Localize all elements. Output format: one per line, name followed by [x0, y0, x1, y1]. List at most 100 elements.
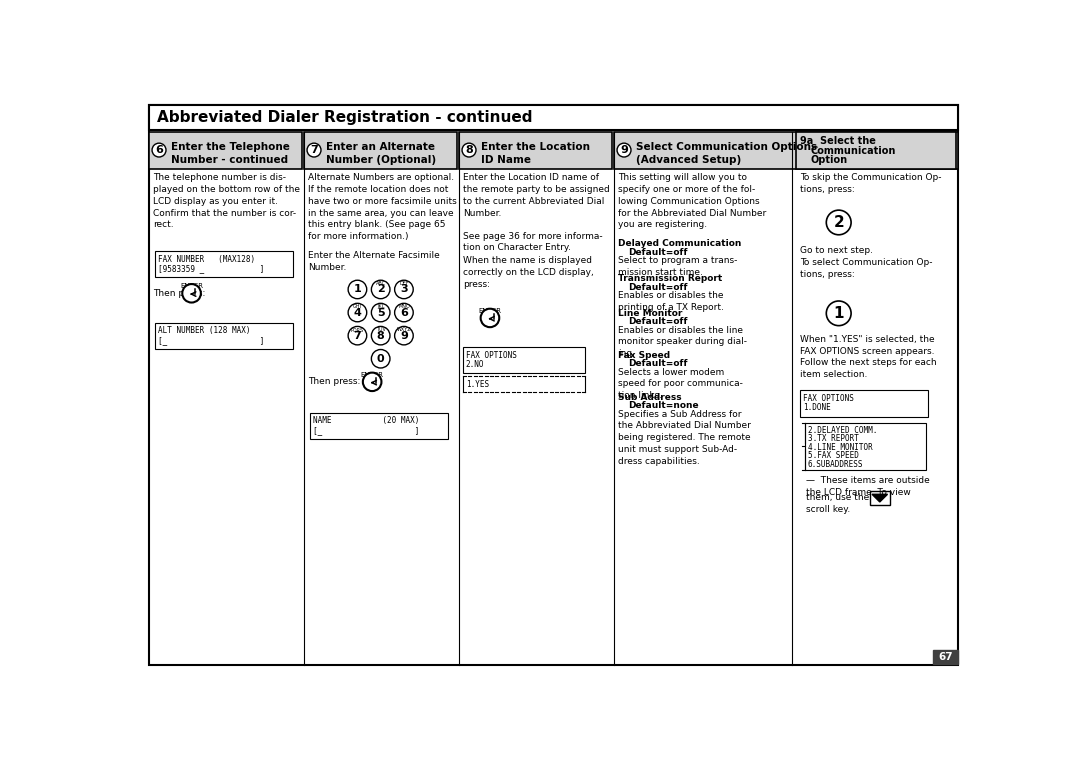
Text: Default=off: Default=off	[627, 317, 687, 326]
Bar	[459, 131, 612, 169]
Text: ID Name: ID Name	[481, 155, 530, 165]
Text: Default=off: Default=off	[627, 248, 687, 257]
Text: 6: 6	[400, 307, 408, 317]
Bar	[613, 131, 958, 169]
Text: WXYZ: WXYZ	[396, 327, 411, 332]
Text: This setting will allow you to
specify one or more of the fol-
lowing Communicat: This setting will allow you to specify o…	[618, 173, 766, 230]
Text: 9: 9	[400, 330, 408, 340]
Text: FAX OPTIONS: FAX OPTIONS	[804, 394, 854, 403]
Bar	[924, 131, 958, 665]
Bar	[156, 323, 293, 349]
Text: PQRS: PQRS	[351, 327, 364, 332]
Text: 67: 67	[939, 652, 953, 662]
Text: ENTER: ENTER	[478, 308, 501, 314]
Text: ENTER: ENTER	[180, 283, 203, 289]
Text: DEF: DEF	[400, 281, 408, 286]
Text: 2: 2	[834, 215, 845, 230]
Circle shape	[372, 304, 390, 322]
Text: 6: 6	[156, 145, 163, 155]
Text: Select Communication Options: Select Communication Options	[636, 142, 816, 152]
Text: 1: 1	[353, 285, 362, 295]
Text: Sub Address: Sub Address	[618, 393, 681, 401]
Text: JKL: JKL	[377, 304, 384, 309]
Bar	[800, 391, 928, 417]
Text: Option: Option	[810, 156, 847, 166]
Text: See page 36 for more informa-
tion on Character Entry.: See page 36 for more informa- tion on Ch…	[463, 232, 603, 253]
Text: Selects a lower modem
speed for poor communica-
tion links.: Selects a lower modem speed for poor com…	[618, 368, 743, 401]
Text: 8: 8	[465, 145, 473, 155]
Circle shape	[617, 143, 631, 157]
Text: When "1.YES" is selected, the
FAX OPTIONS screen appears.
Follow the next steps : When "1.YES" is selected, the FAX OPTION…	[800, 335, 936, 379]
Circle shape	[394, 280, 414, 298]
Text: 3: 3	[400, 285, 408, 295]
Text: 0: 0	[377, 354, 384, 364]
Circle shape	[826, 210, 851, 235]
Text: Number - continued: Number - continued	[171, 155, 287, 165]
Text: 1.YES: 1.YES	[465, 379, 489, 388]
Bar	[149, 131, 302, 169]
Polygon shape	[872, 494, 888, 502]
Text: To select Communication Op-
tions, press:: To select Communication Op- tions, press…	[800, 258, 932, 278]
Circle shape	[826, 301, 851, 326]
Text: Enables or disables the
printing of a TX Report.: Enables or disables the printing of a TX…	[618, 291, 724, 312]
Bar	[933, 650, 958, 664]
Circle shape	[363, 372, 381, 391]
Text: [_                    ]: [_ ]	[313, 426, 420, 435]
Text: (Advanced Setup): (Advanced Setup)	[636, 155, 741, 165]
Text: Number (Optional): Number (Optional)	[326, 155, 435, 165]
Text: Line Monitor: Line Monitor	[618, 309, 683, 317]
Text: Abbreviated Dialer Registration - continued: Abbreviated Dialer Registration - contin…	[157, 110, 532, 125]
Text: The telephone number is dis-
played on the bottom row of the
LCD display as you : The telephone number is dis- played on t…	[153, 173, 300, 230]
Text: Enter the Telephone: Enter the Telephone	[171, 142, 289, 152]
Text: 9: 9	[620, 145, 627, 155]
Text: Default=none: Default=none	[627, 401, 699, 410]
Text: 5.FAX SPEED: 5.FAX SPEED	[808, 451, 859, 460]
Circle shape	[394, 327, 414, 345]
Text: Enter the Alternate Facsimile
Number.: Enter the Alternate Facsimile Number.	[308, 251, 440, 272]
Text: Enter the Location: Enter the Location	[481, 142, 590, 152]
Text: Default=off: Default=off	[627, 359, 687, 368]
Text: 3.TX REPORT: 3.TX REPORT	[808, 434, 859, 443]
Circle shape	[152, 143, 166, 157]
Text: Then press:: Then press:	[308, 378, 361, 386]
Text: 9a  Select the: 9a Select the	[800, 137, 876, 146]
Text: Delayed Communication: Delayed Communication	[618, 240, 741, 249]
Text: 2.DELAYED COMM.: 2.DELAYED COMM.	[808, 426, 877, 435]
Bar	[796, 131, 956, 169]
Text: 7: 7	[353, 330, 362, 340]
Text: Communication: Communication	[810, 146, 895, 156]
Text: Enter an Alternate: Enter an Alternate	[326, 142, 434, 152]
Text: When the name is displayed
correctly on the LCD display,
press:: When the name is displayed correctly on …	[463, 256, 594, 289]
Circle shape	[348, 327, 367, 345]
Text: MNO: MNO	[399, 304, 409, 309]
Bar	[463, 347, 585, 373]
Text: Fax Speed: Fax Speed	[618, 351, 670, 359]
Bar	[310, 413, 448, 439]
Circle shape	[183, 284, 201, 303]
Text: FAX OPTIONS: FAX OPTIONS	[465, 351, 517, 360]
Text: Transmission Report: Transmission Report	[618, 274, 723, 283]
Text: ALT NUMBER (128 MAX): ALT NUMBER (128 MAX)	[159, 327, 251, 336]
Text: [9583359 _            ]: [9583359 _ ]	[159, 264, 265, 273]
Text: 4: 4	[353, 307, 362, 317]
Circle shape	[307, 143, 321, 157]
Text: 4.LINE MONITOR: 4.LINE MONITOR	[808, 443, 873, 452]
Text: 1.DONE: 1.DONE	[804, 404, 831, 413]
Circle shape	[372, 280, 390, 298]
Text: Then press:: Then press:	[153, 289, 205, 298]
Circle shape	[394, 304, 414, 322]
Text: ENTER: ENTER	[361, 372, 383, 378]
Bar	[149, 105, 958, 130]
Text: ABC: ABC	[376, 281, 386, 286]
Text: To skip the Communication Op-
tions, press:: To skip the Communication Op- tions, pre…	[800, 173, 942, 194]
Text: GHI: GHI	[353, 304, 362, 309]
Bar	[806, 423, 926, 470]
Text: 7: 7	[310, 145, 318, 155]
Text: —  These items are outside
the LCD frame. To view: — These items are outside the LCD frame.…	[806, 476, 930, 497]
Text: Go to next step.: Go to next step.	[800, 246, 873, 255]
Text: 1: 1	[834, 306, 843, 320]
Bar	[303, 131, 458, 169]
Text: scroll key.: scroll key.	[806, 505, 850, 514]
Text: TUV: TUV	[376, 327, 386, 332]
Text: Specifies a Sub Address for
the Abbreviated Dial Number
being registered. The re: Specifies a Sub Address for the Abbrevia…	[618, 410, 751, 465]
